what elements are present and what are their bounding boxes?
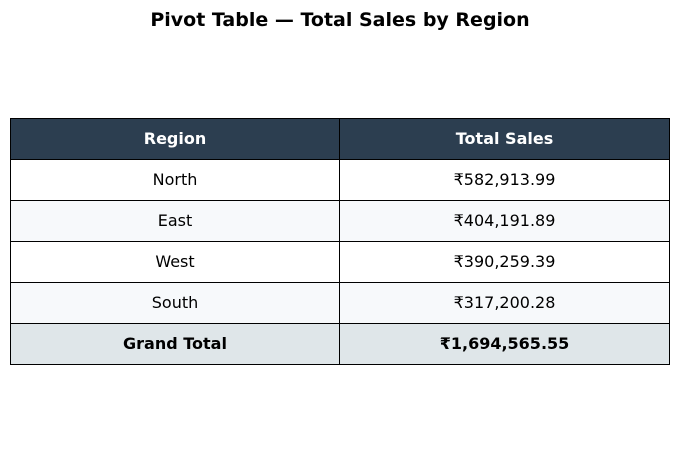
pivot-table: Region Total Sales North ₹582,913.99 Eas…: [10, 118, 670, 365]
grand-total-label: Grand Total: [10, 323, 340, 365]
region-cell: North: [10, 159, 340, 201]
grand-total-row: Grand Total ₹1,694,565.55: [10, 323, 670, 365]
region-cell: South: [10, 282, 340, 324]
column-header-region: Region: [10, 118, 340, 160]
table-row: East ₹404,191.89: [10, 200, 670, 242]
chart-title: Pivot Table — Total Sales by Region: [150, 9, 530, 31]
region-cell: East: [10, 200, 340, 242]
region-cell: West: [10, 241, 340, 283]
table-row: South ₹317,200.28: [10, 282, 670, 324]
grand-total-value: ₹1,694,565.55: [339, 323, 670, 365]
header-row: Region Total Sales: [10, 118, 670, 160]
column-header-total-sales: Total Sales: [339, 118, 670, 160]
sales-cell: ₹582,913.99: [339, 159, 670, 201]
sales-cell: ₹390,259.39: [339, 241, 670, 283]
sales-cell: ₹404,191.89: [339, 200, 670, 242]
table-row: West ₹390,259.39: [10, 241, 670, 283]
table-row: North ₹582,913.99: [10, 159, 670, 201]
sales-cell: ₹317,200.28: [339, 282, 670, 324]
